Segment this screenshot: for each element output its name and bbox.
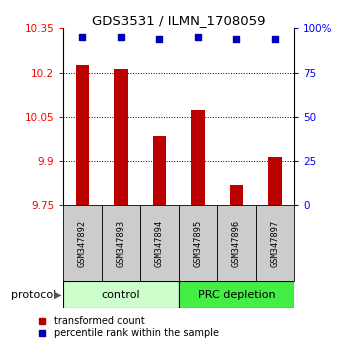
Point (157, 36, 162, 42)
Bar (179, 205, 217, 281)
Bar (179, 281, 294, 308)
Text: ▶: ▶ (54, 290, 61, 300)
Bar (217, 205, 256, 281)
Bar (102, 205, 140, 281)
Text: protocol: protocol (11, 290, 56, 300)
Bar (191, 110, 205, 205)
Bar (268, 157, 282, 205)
Text: GSM347892: GSM347892 (78, 220, 87, 267)
Text: GSM347897: GSM347897 (270, 220, 279, 267)
Bar (63, 205, 102, 281)
Bar (63, 281, 179, 308)
Bar (230, 185, 243, 205)
Point (234, 36, 239, 42)
Bar (114, 69, 128, 205)
Text: GSM347894: GSM347894 (155, 220, 164, 267)
Bar (140, 205, 179, 281)
Point (79, 34, 85, 40)
Bar (153, 136, 166, 205)
Text: control: control (102, 290, 140, 300)
Title: GDS3531 / ILMN_1708059: GDS3531 / ILMN_1708059 (92, 14, 265, 27)
Text: PRC depletion: PRC depletion (197, 290, 275, 300)
Text: GSM347893: GSM347893 (117, 220, 125, 267)
Bar (76, 65, 89, 205)
Text: GSM347896: GSM347896 (232, 220, 241, 267)
Point (118, 34, 124, 40)
Legend: transformed count, percentile rank within the sample: transformed count, percentile rank withi… (32, 316, 219, 338)
Bar (256, 205, 294, 281)
Point (272, 36, 278, 42)
Point (195, 34, 201, 40)
Text: GSM347895: GSM347895 (193, 220, 203, 267)
